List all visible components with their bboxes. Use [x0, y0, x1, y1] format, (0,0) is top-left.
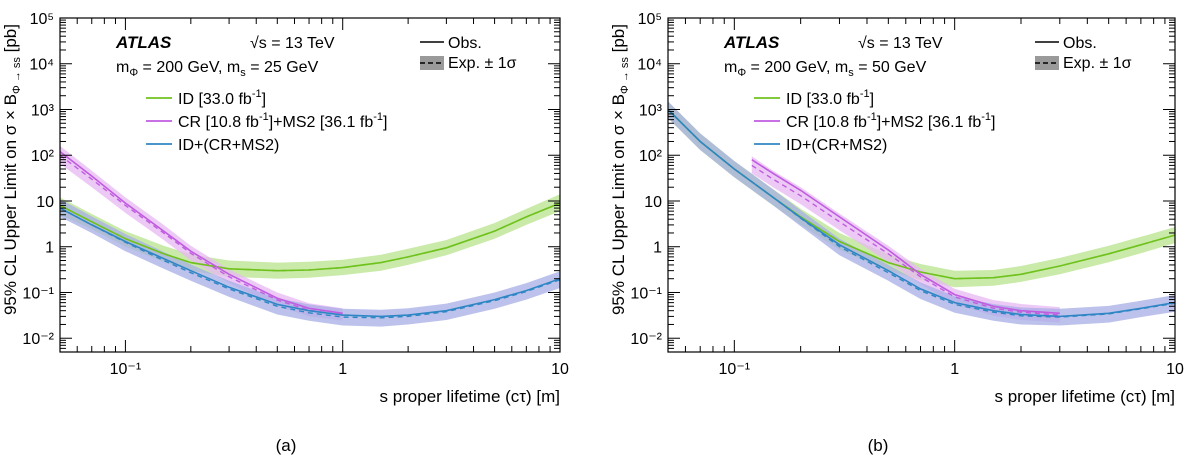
- y-tick-label: 10³: [31, 102, 55, 119]
- x-axis-title: s proper lifetime (cτ) [m]: [379, 387, 560, 406]
- x-tick-label: 1: [338, 361, 347, 378]
- mass-label: mΦ = 200 GeV, ms = 25 GeV: [116, 59, 319, 79]
- observed-line-series-2: [668, 108, 1175, 318]
- y-tick-label: 10⁵: [638, 11, 662, 28]
- plot-area: [60, 145, 560, 327]
- caption-b: (b): [867, 436, 889, 455]
- legend-label: ID+(CR+MS2): [786, 137, 887, 154]
- observed-line-series-0: [60, 202, 560, 272]
- mass-label: mΦ = 200 GeV, ms = 50 GeV: [724, 59, 927, 79]
- y-tick-label: 10⁴: [29, 57, 54, 74]
- expected-line-series-1: [60, 154, 343, 316]
- x-tick-label: 10: [551, 361, 569, 378]
- obs-legend-label: Obs.: [1063, 35, 1097, 52]
- y-tick-label: 1: [45, 240, 54, 257]
- y-tick-label: 10⁻¹: [630, 285, 662, 302]
- y-tick-label: 10⁻²: [22, 331, 54, 348]
- y-tick-label: 10²: [639, 148, 663, 165]
- legend-label: CR [10.8 fb-1]+MS2 [36.1 fb-1]: [178, 111, 387, 131]
- y-tick-label: 10⁻¹: [22, 285, 54, 302]
- plot-frame: [59, 17, 561, 353]
- plot-area: [668, 101, 1175, 326]
- observed-line-series-1: [751, 159, 1060, 315]
- obs-legend-label: Obs.: [448, 35, 482, 52]
- x-tick-label: 10⁻¹: [110, 361, 142, 378]
- x-axis-title: s proper lifetime (cτ) [m]: [994, 387, 1175, 406]
- y-tick-label: 10⁴: [637, 57, 662, 74]
- exp-legend-label: Exp. ± 1σ: [448, 55, 517, 72]
- legend-label: ID+(CR+MS2): [178, 137, 279, 154]
- y-tick-label: 10: [36, 194, 54, 211]
- x-tick-label: 1: [950, 361, 959, 378]
- y-tick-label: 10⁵: [30, 11, 54, 28]
- y-tick-label: 1: [653, 240, 662, 257]
- x-tick-label: 10: [1166, 361, 1184, 378]
- chart-panel-b: 10⁻¹ 1 10 10⁻² 10⁻¹ 1 10 10² 10³ 10⁴ 10⁵ s proper l…: [609, 11, 1184, 406]
- band-series-2: [60, 199, 560, 327]
- observed-line-series-1: [60, 150, 343, 315]
- legend-label: ID [33.0 fb-1]: [786, 88, 874, 108]
- energy-label: √s = 13 TeV: [858, 35, 943, 52]
- legend-label: ID [33.0 fb-1]: [178, 88, 266, 108]
- y-axis-title: 95% CL Upper Limit on σ × BΦ → ss [pb]: [1, 24, 23, 315]
- atlas-label: ATLAS: [115, 33, 172, 52]
- y-axis-title: 95% CL Upper Limit on σ × BΦ → ss [pb]: [609, 24, 631, 315]
- x-tick-label: 10⁻¹: [719, 361, 751, 378]
- band-series-0: [60, 194, 560, 279]
- expected-line-series-2: [60, 207, 560, 319]
- y-tick-label: 10³: [639, 102, 663, 119]
- plot-frame: [667, 17, 1176, 353]
- y-tick-label: 10: [644, 194, 662, 211]
- caption-a: (a): [275, 436, 297, 455]
- band-series-2: [668, 101, 1175, 326]
- energy-label: √s = 13 TeV: [250, 35, 335, 52]
- y-tick-label: 10⁻²: [630, 331, 662, 348]
- band-series-1: [751, 156, 1060, 323]
- chart-panel-a: 10⁻¹ 1 10 10⁻² 10⁻¹ 1 10 10² 10³ 10⁴ 10⁵ s proper l…: [1, 11, 569, 406]
- figure-svg: 10⁻¹ 1 10 10⁻² 10⁻¹ 1 10 10² 10³ 10⁴ 10⁵ s proper l…: [1, 11, 1184, 406]
- expected-line-series-1: [751, 164, 1060, 316]
- atlas-label: ATLAS: [723, 33, 780, 52]
- observed-line-series-2: [60, 207, 560, 318]
- exp-legend-label: Exp. ± 1σ: [1063, 55, 1132, 72]
- legend-label: CR [10.8 fb-1]+MS2 [36.1 fb-1]: [786, 111, 995, 131]
- y-tick-label: 10²: [31, 148, 55, 165]
